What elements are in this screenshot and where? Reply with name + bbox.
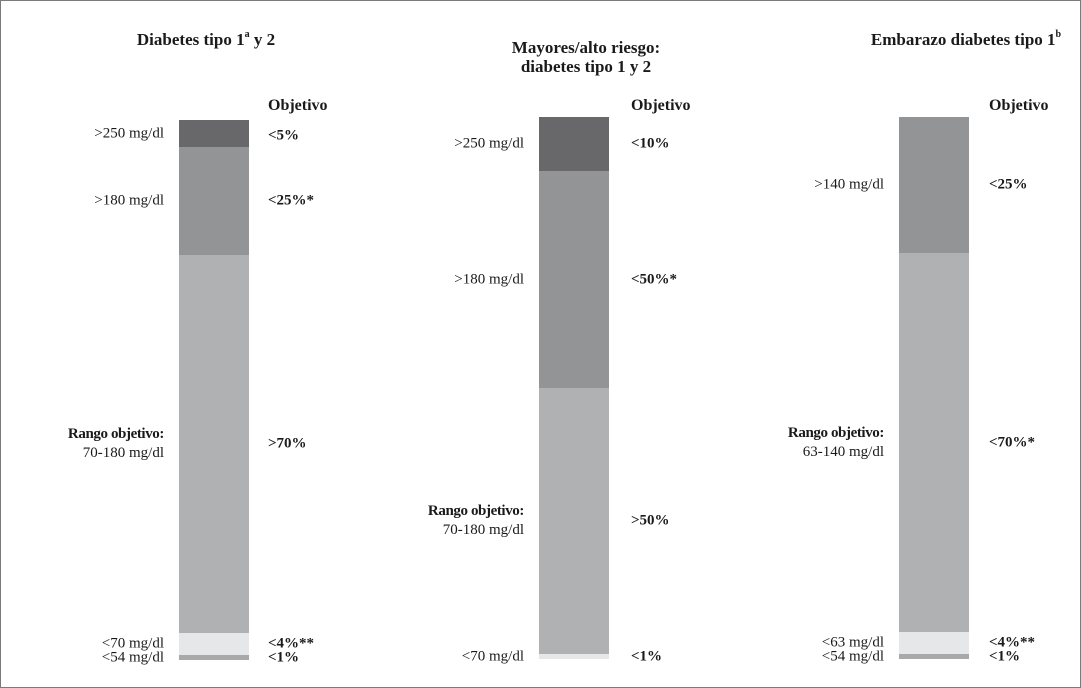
panel-1-range-label: Rango objetivo: 70-180 mg/dl — [68, 425, 164, 463]
panel-2-title-text: diabetes tipo 1 y 2 — [520, 57, 652, 76]
panel-3-objetivo-header: Objetivo — [989, 97, 1049, 114]
panel-1-target-very-low: <1% — [268, 649, 300, 665]
panel-3-threshold-high: >140 mg/dl — [814, 176, 884, 193]
panel-3-bar-segment-very-low — [899, 654, 969, 659]
panel-1-threshold-very-low: <54 mg/dl — [101, 649, 164, 665]
panel-3-threshold-low: <63 mg/dl — [821, 634, 884, 651]
panel-3-bar-segment-in-range — [899, 253, 969, 632]
panel-1-target-very-high: <5% — [268, 127, 300, 143]
panel-3-threshold-very-low: <54 mg/dl — [821, 648, 884, 664]
panel-2-title-line: diabetes tipo 1 y 2 — [386, 57, 786, 76]
panel-3-title-line: Embarazo diabetes tipo 1b — [766, 30, 1081, 49]
panel-1-bar-segment-low — [179, 633, 249, 655]
panel-2-threshold-very-high: >250 mg/dl — [454, 135, 524, 152]
panel-3-title-text: Embarazo diabetes tipo 1 — [870, 30, 1056, 49]
panel-2-title-text: Mayores/alto riesgo: — [511, 38, 661, 57]
panel-1-bar-segment-very-low — [179, 655, 249, 660]
panel-3-bar-segment-low — [899, 632, 969, 654]
panel-2-bar-segment-low — [539, 654, 609, 659]
panel-2-range-label-heading: Rango objetivo: — [427, 503, 524, 519]
panel-1-target-low: <4%** — [268, 635, 315, 652]
panel-3-range-label-value: 63-140 mg/dl — [802, 443, 884, 460]
panel-3-stacked-bar — [899, 117, 969, 659]
panel-1-bar-segment-high — [179, 147, 249, 255]
panel-1-threshold-very-high: >250 mg/dl — [94, 125, 164, 141]
panel-1-title-line: Diabetes tipo 1a y 2 — [6, 30, 406, 49]
panel-1-target-in-range: >70% — [268, 435, 307, 452]
panel-3-title: Embarazo diabetes tipo 1b — [766, 30, 1081, 49]
panel-3-range-label-heading: Rango objetivo: — [787, 424, 884, 441]
panel-2-bar-segment-high — [539, 171, 609, 388]
panel-1-stacked-bar — [179, 120, 249, 660]
panel-1-title-superscript: a — [244, 29, 250, 41]
panel-1-target-high: <25%* — [268, 192, 315, 209]
panel-3-target-high: <25% — [989, 176, 1028, 193]
panel-2-objetivo-header: Objetivo — [631, 97, 691, 114]
panel-1-bar-segment-very-high — [179, 120, 249, 147]
panel-1-title: Diabetes tipo 1a y 2 — [6, 30, 406, 49]
panel-2-stacked-bar — [539, 117, 609, 659]
panel-3-target-in-range: <70%* — [989, 434, 1036, 450]
panel-2-title: Mayores/alto riesgo: diabetes tipo 1 y 2 — [386, 38, 786, 76]
panel-2-target-low: <1% — [631, 648, 663, 664]
panel-1-threshold-high: >180 mg/dl — [94, 192, 164, 209]
panel-1-range-label-heading: Rango objetivo: — [67, 426, 164, 442]
panel-3-target-low: <4%** — [989, 634, 1036, 651]
panel-2-target-high: <50%* — [631, 271, 678, 287]
panel-1-objetivo-header: Objetivo — [268, 97, 328, 114]
panel-1-title-text-rest: y 2 — [249, 30, 276, 49]
panel-1-title-text: Diabetes tipo 1 — [136, 30, 245, 49]
panel-2-range-label: Rango objetivo: 70-180 mg/dl — [428, 502, 524, 540]
panel-2-target-in-range: >50% — [631, 512, 670, 529]
panel-2-target-very-high: <10% — [631, 135, 670, 152]
panel-1-range-label-value: 70-180 mg/dl — [82, 445, 164, 461]
panel-2-threshold-high: >180 mg/dl — [454, 271, 524, 287]
panel-2-threshold-low: <70 mg/dl — [461, 648, 524, 664]
panel-2-bar-segment-in-range — [539, 388, 609, 654]
panel-3-range-label: Rango objetivo: 63-140 mg/dl — [788, 424, 884, 462]
panel-1-bar-segment-in-range — [179, 255, 249, 633]
panel-3-title-superscript: b — [1055, 29, 1062, 41]
panel-2-bar-segment-very-high — [539, 117, 609, 171]
panel-1-threshold-low: <70 mg/dl — [101, 635, 164, 652]
panel-3-target-very-low: <1% — [989, 648, 1021, 664]
panel-2-title-line: Mayores/alto riesgo: — [386, 38, 786, 57]
panel-2-range-label-value: 70-180 mg/dl — [442, 522, 524, 538]
panel-3-bar-segment-high — [899, 117, 969, 253]
